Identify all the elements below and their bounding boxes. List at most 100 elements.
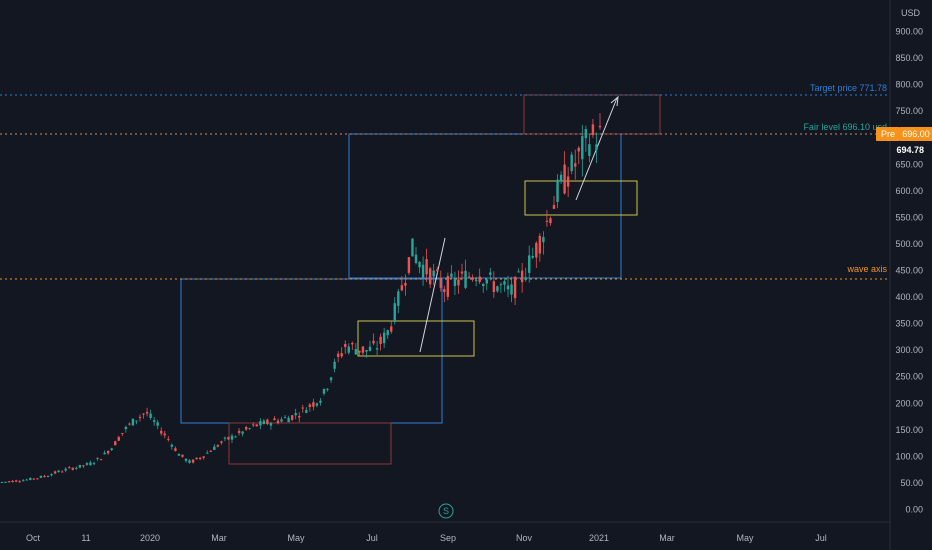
- time-axis[interactable]: Oct 11 2020 Mar May Jul Sep Nov 2021 Mar May Jul: [26, 533, 827, 543]
- candle-body: [96, 457, 99, 459]
- candle-body: [227, 436, 230, 440]
- candle: [181, 454, 184, 458]
- candle-body: [60, 471, 64, 473]
- price-tick-label: 300.00: [895, 345, 923, 355]
- candle-body: [524, 277, 527, 280]
- trend-arrow-mid[interactable]: [419, 237, 446, 353]
- candle-body: [149, 413, 152, 419]
- candle: [114, 440, 117, 446]
- candle-body: [319, 400, 322, 403]
- candle-body: [43, 475, 46, 477]
- candle-body: [421, 264, 425, 278]
- candle-body: [418, 261, 421, 268]
- time-tick-label: Sep: [440, 533, 456, 543]
- candle-body: [538, 235, 542, 254]
- candle-body: [287, 417, 290, 423]
- candle: [305, 407, 308, 414]
- candle-body: [382, 332, 386, 344]
- candle-body: [298, 415, 301, 418]
- candle: [598, 113, 602, 130]
- candle-body: [471, 277, 474, 280]
- candle: [460, 263, 464, 281]
- candle: [418, 260, 421, 274]
- candle: [457, 270, 460, 294]
- zone-box-yellow-mid[interactable]: [357, 320, 475, 357]
- candle-body: [499, 284, 503, 286]
- candle: [57, 469, 60, 473]
- candle: [382, 327, 386, 349]
- candle: [492, 271, 496, 298]
- candle: [64, 467, 67, 473]
- splits-badge[interactable]: S: [438, 503, 454, 519]
- candle: [195, 457, 198, 460]
- candle-body: [0, 482, 4, 484]
- candle-body: [4, 481, 7, 483]
- candle: [78, 464, 82, 469]
- candle: [524, 267, 527, 282]
- candle: [496, 285, 499, 293]
- candle-body: [379, 336, 382, 345]
- candle: [411, 238, 414, 257]
- candles: [0, 113, 602, 484]
- candle-body: [591, 124, 595, 136]
- candle-body: [336, 353, 340, 357]
- candle-body: [195, 457, 198, 460]
- candle-body: [25, 479, 28, 481]
- time-tick-label: Oct: [26, 533, 41, 543]
- candle-body: [117, 437, 120, 441]
- candle-body: [485, 279, 488, 284]
- candle-body: [351, 342, 354, 345]
- candle-body: [482, 283, 485, 287]
- candle: [128, 422, 131, 426]
- candle: [379, 333, 382, 351]
- candle: [322, 388, 326, 396]
- candle-body: [124, 426, 128, 430]
- candle: [591, 118, 595, 138]
- candle: [75, 466, 78, 470]
- candle-body: [397, 291, 400, 306]
- candle: [266, 418, 269, 426]
- candle-body: [365, 350, 368, 352]
- candle: [11, 480, 14, 483]
- candle: [99, 458, 103, 461]
- price-tick-label: 600.00: [895, 186, 923, 196]
- candle-body: [506, 285, 510, 290]
- candle-body: [138, 416, 142, 418]
- candle: [301, 404, 304, 413]
- zone-box-red-lower[interactable]: [228, 422, 392, 465]
- candle: [223, 436, 227, 442]
- candle: [421, 256, 425, 286]
- candle-body: [496, 286, 499, 292]
- candle-body: [14, 480, 18, 482]
- price-tick-label: 350.00: [895, 319, 923, 329]
- candle: [237, 427, 241, 436]
- candle-body: [517, 271, 520, 273]
- candle: [563, 151, 566, 195]
- candle-body: [262, 420, 266, 425]
- candle: [262, 418, 266, 425]
- candle-body: [252, 424, 255, 426]
- candle: [404, 274, 407, 296]
- zone-box-yellow-upper[interactable]: [524, 180, 638, 216]
- candle-body: [128, 423, 131, 425]
- candle: [577, 146, 580, 165]
- candle: [450, 265, 453, 280]
- candle-body: [11, 480, 14, 483]
- candle-body: [68, 467, 71, 469]
- candle-body: [92, 463, 96, 465]
- candle: [513, 275, 517, 306]
- candle-body: [273, 418, 276, 421]
- candle: [46, 475, 50, 478]
- candle-body: [340, 353, 343, 357]
- candle: [167, 435, 170, 442]
- candle-body: [329, 377, 333, 381]
- candle: [287, 415, 290, 423]
- candle-body: [347, 346, 350, 353]
- candle: [474, 276, 478, 287]
- candle-body: [209, 450, 212, 452]
- candle: [32, 478, 36, 481]
- candle: [39, 475, 43, 479]
- target-price-label: Target price 771.78: [810, 83, 887, 93]
- candle-body: [7, 481, 11, 483]
